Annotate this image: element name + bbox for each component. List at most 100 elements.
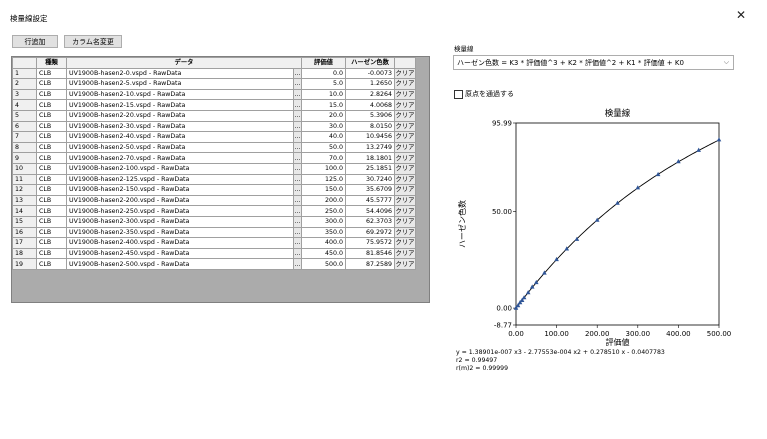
type-cell[interactable]: CLB <box>36 215 67 228</box>
ellipsis-button[interactable]: ... <box>293 162 302 175</box>
ellipsis-button[interactable]: ... <box>293 215 302 228</box>
data-cell[interactable]: UV1900B-hasen2-300.vspd - RawData <box>66 215 294 228</box>
clear-button[interactable]: クリア <box>394 247 416 260</box>
table-row[interactable]: 4 CLB UV1900B-hasen2-15.vspd - RawData... 1… <box>12 99 416 111</box>
ellipsis-button[interactable]: ... <box>293 152 302 164</box>
type-cell[interactable]: CLB <box>36 152 67 164</box>
table-row[interactable]: 7 CLB UV1900B-hasen2-40.vspd - RawData... 4… <box>12 131 416 143</box>
type-cell[interactable]: CLB <box>36 184 67 196</box>
ellipsis-button[interactable]: ... <box>293 99 302 111</box>
ellipsis-button[interactable]: ... <box>293 67 302 80</box>
clear-button[interactable]: クリア <box>394 226 416 239</box>
type-cell[interactable]: CLB <box>36 99 67 111</box>
type-cell[interactable]: CLB <box>36 67 67 80</box>
data-cell[interactable]: UV1900B-hasen2-150.vspd - RawData <box>66 184 294 196</box>
eval-cell[interactable]: 450.0 <box>301 247 346 260</box>
type-cell[interactable]: CLB <box>36 109 67 122</box>
clear-button[interactable]: クリア <box>394 120 416 133</box>
hazen-cell[interactable]: 45.5777 <box>345 194 395 207</box>
eval-cell[interactable]: 350.0 <box>301 226 346 239</box>
data-cell[interactable]: UV1900B-hasen2-450.vspd - RawData <box>66 247 294 260</box>
eval-cell[interactable]: 300.0 <box>301 215 346 228</box>
header-eval[interactable]: 評価値 <box>301 57 346 69</box>
eval-cell[interactable]: 5.0 <box>301 78 346 90</box>
eval-cell[interactable]: 70.0 <box>301 152 346 164</box>
type-cell[interactable]: CLB <box>36 173 67 186</box>
ellipsis-button[interactable]: ... <box>293 184 302 196</box>
clear-button[interactable]: クリア <box>394 99 416 111</box>
clear-button[interactable]: クリア <box>394 258 416 270</box>
hazen-cell[interactable]: 69.2972 <box>345 226 395 239</box>
data-cell[interactable]: UV1900B-hasen2-100.vspd - RawData <box>66 162 294 175</box>
table-row[interactable]: 9 CLB UV1900B-hasen2-70.vspd - RawData... 7… <box>12 152 416 164</box>
ellipsis-button[interactable]: ... <box>293 173 302 186</box>
data-cell[interactable]: UV1900B-hasen2-500.vspd - RawData <box>66 258 294 270</box>
ellipsis-button[interactable]: ... <box>293 78 302 90</box>
hazen-cell[interactable]: 18.1801 <box>345 152 395 164</box>
type-cell[interactable]: CLB <box>36 162 67 175</box>
eval-cell[interactable]: 30.0 <box>301 120 346 133</box>
eval-cell[interactable]: 500.0 <box>301 258 346 270</box>
data-cell[interactable]: UV1900B-hasen2-0.vspd - RawData <box>66 67 294 80</box>
eval-cell[interactable]: 125.0 <box>301 173 346 186</box>
hazen-cell[interactable]: 4.0068 <box>345 99 395 111</box>
clear-button[interactable]: クリア <box>394 131 416 143</box>
hazen-cell[interactable]: 10.9456 <box>345 131 395 143</box>
table-row[interactable]: 6 CLB UV1900B-hasen2-30.vspd - RawData... 3… <box>12 120 416 133</box>
hazen-cell[interactable]: 5.3906 <box>345 109 395 122</box>
table-row[interactable]: 17 CLB UV1900B-hasen2-400.vspd - RawData..… <box>12 237 416 249</box>
table-row[interactable]: 12 CLB UV1900B-hasen2-150.vspd - RawData..… <box>12 184 416 196</box>
table-row[interactable]: 18 CLB UV1900B-hasen2-450.vspd - RawData..… <box>12 247 416 260</box>
data-cell[interactable]: UV1900B-hasen2-350.vspd - RawData <box>66 226 294 239</box>
formula-select[interactable]: ハーゼン色数 = K3 * 評価値^3 + K2 * 評価値^2 + K1 * … <box>453 55 734 70</box>
data-cell[interactable]: UV1900B-hasen2-125.vspd - RawData <box>66 173 294 186</box>
hazen-cell[interactable]: 75.9572 <box>345 237 395 249</box>
data-cell[interactable]: UV1900B-hasen2-15.vspd - RawData <box>66 99 294 111</box>
clear-button[interactable]: クリア <box>394 109 416 122</box>
eval-cell[interactable]: 15.0 <box>301 99 346 111</box>
ellipsis-button[interactable]: ... <box>293 194 302 207</box>
type-cell[interactable]: CLB <box>36 131 67 143</box>
hazen-cell[interactable]: 25.1851 <box>345 162 395 175</box>
table-row[interactable]: 16 CLB UV1900B-hasen2-350.vspd - RawData..… <box>12 226 416 239</box>
hazen-cell[interactable]: 13.2749 <box>345 141 395 154</box>
ellipsis-button[interactable]: ... <box>293 237 302 249</box>
data-cell[interactable]: UV1900B-hasen2-5.vspd - RawData <box>66 78 294 90</box>
clear-button[interactable]: クリア <box>394 237 416 249</box>
type-cell[interactable]: CLB <box>36 226 67 239</box>
hazen-cell[interactable]: 1.2650 <box>345 78 395 90</box>
data-cell[interactable]: UV1900B-hasen2-20.vspd - RawData <box>66 109 294 122</box>
type-cell[interactable]: CLB <box>36 120 67 133</box>
type-cell[interactable]: CLB <box>36 205 67 217</box>
type-cell[interactable]: CLB <box>36 258 67 270</box>
rename-column-button[interactable]: カラム名変更 <box>64 35 122 48</box>
hazen-cell[interactable]: 30.7240 <box>345 173 395 186</box>
table-row[interactable]: 13 CLB UV1900B-hasen2-200.vspd - RawData..… <box>12 194 416 207</box>
hazen-cell[interactable]: 87.2589 <box>345 258 395 270</box>
table-row[interactable]: 2 CLB UV1900B-hasen2-5.vspd - RawData... 5.… <box>12 78 416 90</box>
data-cell[interactable]: UV1900B-hasen2-200.vspd - RawData <box>66 194 294 207</box>
hazen-cell[interactable]: 8.0150 <box>345 120 395 133</box>
type-cell[interactable]: CLB <box>36 141 67 154</box>
header-type[interactable]: 種類 <box>36 57 67 69</box>
hazen-cell[interactable]: 81.8546 <box>345 247 395 260</box>
hazen-cell[interactable]: 2.8264 <box>345 88 395 101</box>
clear-button[interactable]: クリア <box>394 141 416 154</box>
ellipsis-button[interactable]: ... <box>293 109 302 122</box>
clear-button[interactable]: クリア <box>394 88 416 101</box>
ellipsis-button[interactable]: ... <box>293 258 302 270</box>
data-cell[interactable]: UV1900B-hasen2-10.vspd - RawData <box>66 88 294 101</box>
eval-cell[interactable]: 10.0 <box>301 88 346 101</box>
table-row[interactable]: 19 CLB UV1900B-hasen2-500.vspd - RawData..… <box>12 258 416 270</box>
data-cell[interactable]: UV1900B-hasen2-40.vspd - RawData <box>66 131 294 143</box>
table-row[interactable]: 5 CLB UV1900B-hasen2-20.vspd - RawData... 2… <box>12 109 416 122</box>
ellipsis-button[interactable]: ... <box>293 141 302 154</box>
header-data[interactable]: データ <box>66 57 302 69</box>
eval-cell[interactable]: 400.0 <box>301 237 346 249</box>
hazen-cell[interactable]: 54.4096 <box>345 205 395 217</box>
data-cell[interactable]: UV1900B-hasen2-70.vspd - RawData <box>66 152 294 164</box>
type-cell[interactable]: CLB <box>36 78 67 90</box>
clear-button[interactable]: クリア <box>394 184 416 196</box>
type-cell[interactable]: CLB <box>36 247 67 260</box>
data-cell[interactable]: UV1900B-hasen2-30.vspd - RawData <box>66 120 294 133</box>
